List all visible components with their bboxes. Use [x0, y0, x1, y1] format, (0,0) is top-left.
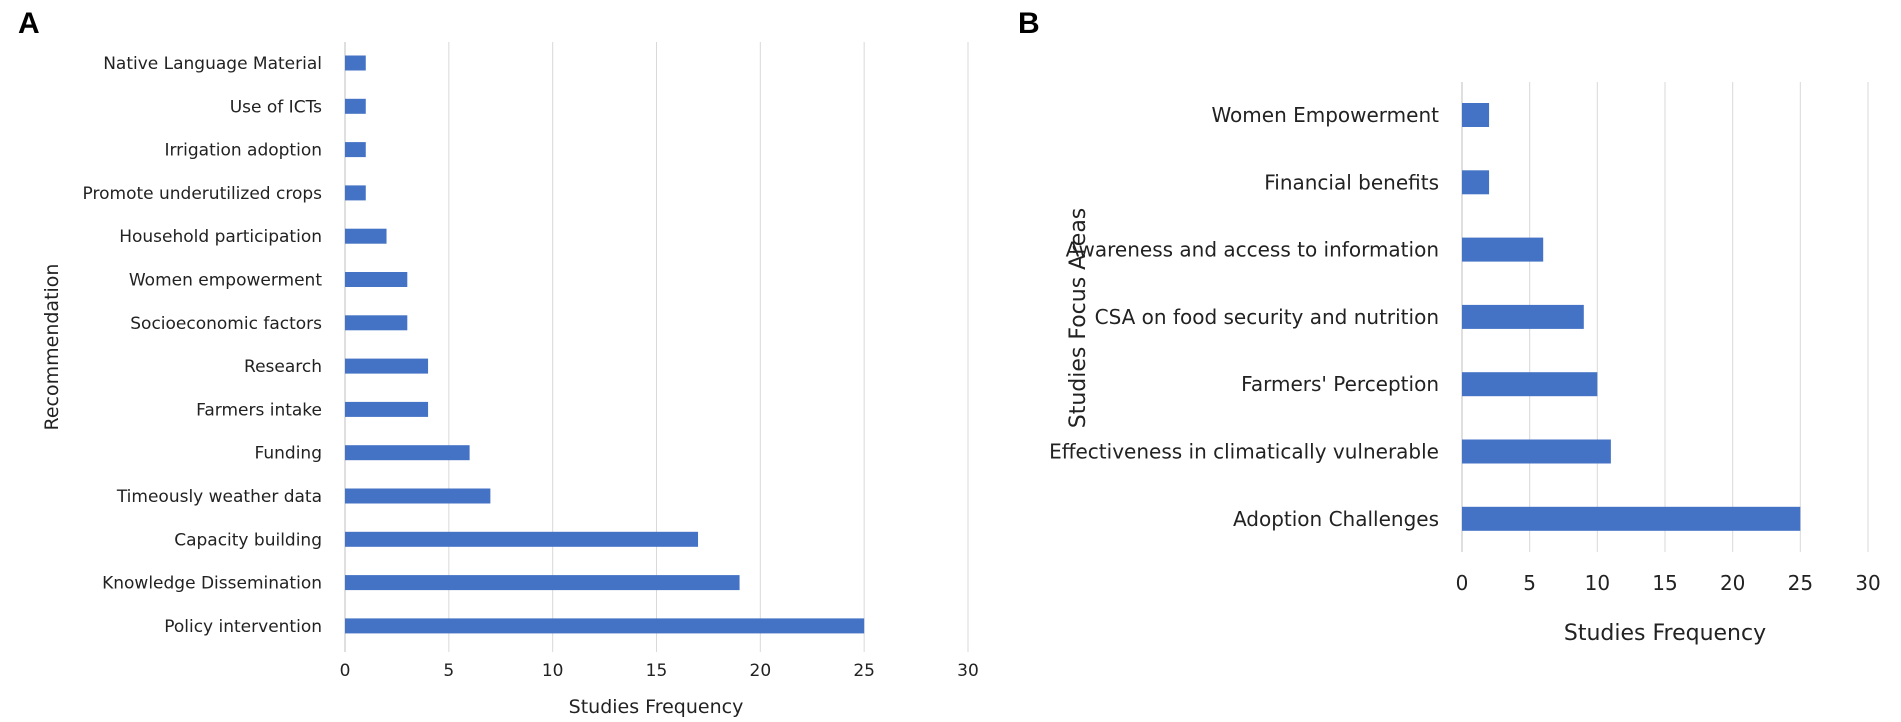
- x-tick-label: 15: [646, 661, 668, 681]
- bar: [345, 55, 366, 71]
- category-label: Women Empowerment: [1211, 103, 1439, 127]
- x-tick-label: 25: [853, 661, 875, 681]
- category-label: Irrigation adoption: [164, 141, 322, 161]
- category-label: Policy intervention: [164, 617, 322, 637]
- category-label: Farmers intake: [196, 400, 322, 420]
- category-label: Use of ICTs: [230, 97, 322, 117]
- category-label: Household participation: [119, 227, 322, 247]
- y-axis-title-b: Studies Focus Areas: [1066, 208, 1091, 429]
- bar: [345, 98, 366, 114]
- bar: [345, 618, 865, 634]
- category-label: Socioeconomic factors: [130, 314, 322, 334]
- category-label: Capacity building: [174, 530, 322, 550]
- bar: [1462, 506, 1801, 531]
- bar: [345, 531, 699, 547]
- bar: [345, 358, 429, 374]
- category-label: Farmers' Perception: [1241, 372, 1439, 396]
- x-axis-title-a: Studies Frequency: [569, 696, 744, 718]
- category-label: Knowledge Dissemination: [102, 574, 322, 594]
- x-tick-label: 10: [1585, 571, 1610, 595]
- x-tick-label: 0: [340, 661, 351, 681]
- bar: [345, 315, 408, 331]
- x-tick-label: 30: [1855, 571, 1880, 595]
- bar: [1462, 103, 1490, 127]
- category-label: Funding: [255, 444, 322, 464]
- category-label: Timeously weather data: [116, 487, 322, 507]
- x-tick-label: 25: [1788, 571, 1813, 595]
- x-tick-label: 20: [1720, 571, 1745, 595]
- category-label: CSA on food security and nutrition: [1095, 305, 1439, 329]
- x-tick-label: 20: [750, 661, 772, 681]
- x-tick-label: 0: [1456, 571, 1469, 595]
- chart-a: 0 5 10 15 20 25 30 Native Language Material Use …: [83, 42, 979, 681]
- bar: [345, 272, 408, 287]
- bar: [345, 401, 429, 417]
- bar: [1462, 237, 1544, 262]
- bar: [345, 142, 366, 158]
- category-label: Women empowerment: [129, 271, 322, 291]
- bar: [345, 575, 740, 591]
- category-label: Research: [244, 357, 322, 377]
- category-label: Financial benefits: [1264, 170, 1439, 194]
- bar: [1462, 170, 1490, 195]
- category-label: Adoption Challenges: [1233, 507, 1439, 531]
- bar: [345, 488, 491, 504]
- x-tick-label: 5: [1523, 571, 1536, 595]
- bar: [1462, 372, 1598, 397]
- bar: [1462, 439, 1611, 464]
- y-axis-title-a: Recommendation: [41, 264, 63, 431]
- x-tick-label: 30: [957, 661, 979, 681]
- x-axis-title-b: Studies Frequency: [1564, 621, 1766, 646]
- bar: [345, 185, 366, 201]
- x-tick-label: 10: [542, 661, 564, 681]
- category-label: Effectiveness in climatically vulnerable: [1049, 440, 1439, 464]
- panel-label-a: A: [18, 7, 40, 40]
- bar: [345, 445, 470, 461]
- category-label: Native Language Material: [103, 54, 322, 74]
- chart-b: 0 5 10 15 20 25 30 Women Empowerment Financial b…: [1049, 82, 1881, 595]
- x-tick-label: 15: [1652, 571, 1677, 595]
- bar: [345, 228, 387, 244]
- x-tick-label: 5: [443, 661, 454, 681]
- bar: [1462, 304, 1584, 329]
- panel-label-b: B: [1018, 7, 1040, 40]
- category-label: Promote underutilized crops: [83, 184, 323, 204]
- category-label: Awareness and access to information: [1066, 238, 1439, 262]
